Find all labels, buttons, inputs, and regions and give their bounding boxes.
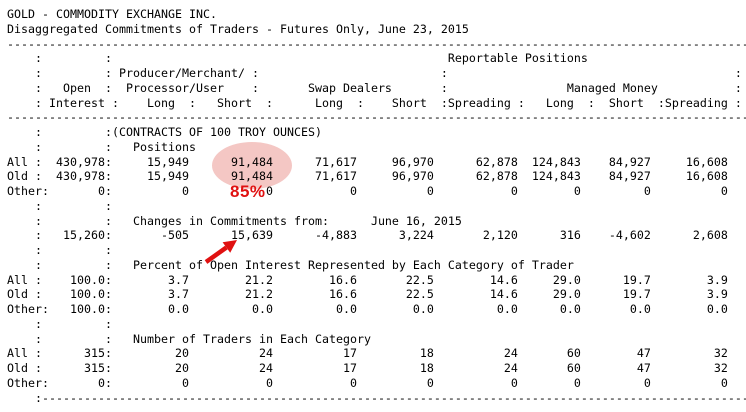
spacer-line: : : [7,243,112,257]
row-all-positions: All : 430,978: 15,949 91,484 71,617 96,9… [7,154,728,169]
percent-section-label-line: : : Percent of Open Interest Represented… [7,257,574,272]
separator-line: ----------------------------------------… [7,36,746,51]
positions-section-label-line: : : Positions [7,139,196,154]
report-subtitle-line: Disaggregated Commitments of Traders - F… [7,21,469,36]
row-other-percent: Other: 100.0: 0.0 0.0 0.0 0.0 0.0 0.0 0.… [7,302,728,316]
row-other-traders: Other: 0: 0 0 0 0 0 0 0 0 [7,375,728,390]
separator-line: ----------------------------------------… [7,110,746,125]
header-category-groups-line: : Open : Processor/User : Swap Dealers :… [7,80,742,95]
contracts-unit-line: : :(CONTRACTS OF 100 TROY OUNCES) [7,125,322,139]
bottom-separator-line: :---------------------------------------… [7,390,746,405]
header-reportable-positions-line: : : Reportable Positions [7,51,588,66]
row-old-percent: Old : 100.0: 3.7 21.2 16.6 22.5 14.6 29.… [7,287,728,302]
report-title-line: GOLD - COMMODITY EXCHANGE INC. [7,7,217,21]
row-other-positions: Other: 0: 0 0 0 0 0 0 0 0 [7,184,728,198]
annotation-85-percent-label: 85% [230,182,266,201]
spacer-line: : : [7,198,112,213]
changes-section-label-line: : : Changes in Commitments from: June 16… [7,213,462,228]
red-arrow-icon [204,240,237,264]
highlight-ellipse [212,142,292,189]
row-old-traders: Old : 315: 20 24 17 18 24 60 47 32 [7,361,728,375]
traders-section-label-line: : : Number of Traders in Each Category [7,331,371,346]
row-changes: : 15,260: -505 15,639 -4,883 3,224 2,120… [7,228,728,243]
spacer-line: : : [7,316,112,331]
header-columns-line: : Interest : Long : Short : Long : Short… [7,95,742,110]
row-old-positions: Old : 430,978: 15,949 91,484 71,617 96,9… [7,169,728,184]
row-all-traders: All : 315: 20 24 17 18 24 60 47 32 [7,346,728,361]
row-all-percent: All : 100.0: 3.7 21.2 16.6 22.5 14.6 29.… [7,272,728,287]
header-producer-merchant-line: : : Producer/Merchant/ : : : [7,66,742,80]
cot-report-text: GOLD - COMMODITY EXCHANGE INC. Disaggrega… [7,7,746,405]
